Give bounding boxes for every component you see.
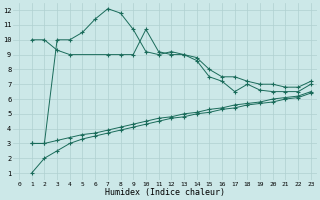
X-axis label: Humidex (Indice chaleur): Humidex (Indice chaleur) — [105, 188, 225, 197]
